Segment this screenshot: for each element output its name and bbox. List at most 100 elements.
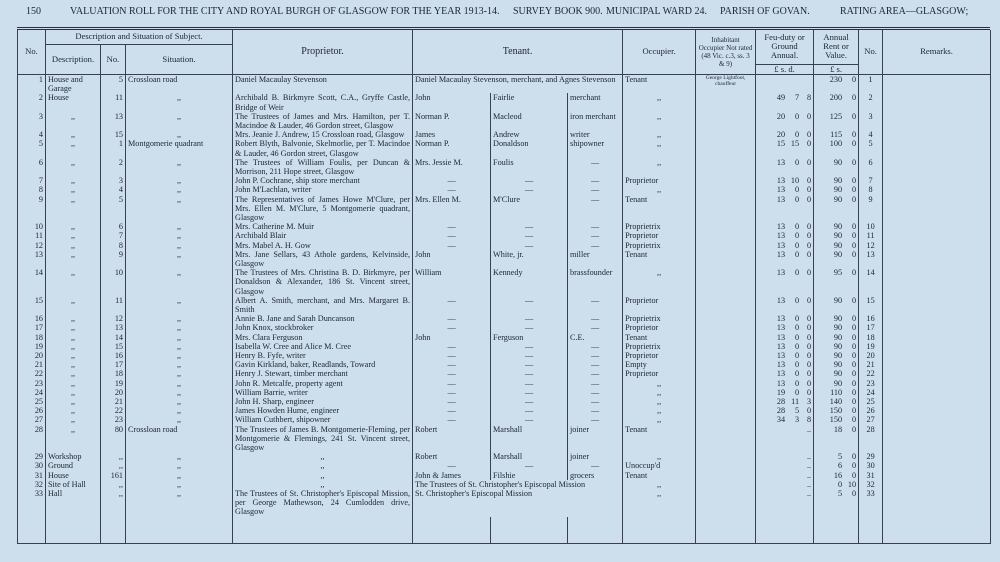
remarks <box>882 406 992 416</box>
tenant-part: Mrs. Ellen M. <box>412 194 492 223</box>
situation: ,, <box>124 415 234 425</box>
feu-duty <box>755 74 815 94</box>
feu-s: 0 <box>794 314 800 324</box>
feu-l: 20 <box>776 130 786 140</box>
tenant-part: — <box>412 231 492 241</box>
roll-row: 1 House and Garage 5 Crossloan road Daniel M… <box>17 74 992 94</box>
inhabitant-occupier <box>695 341 757 351</box>
feu-s: 3 <box>794 415 800 425</box>
tenant-part: — <box>412 415 492 425</box>
unit-header: £ s. <box>813 64 860 75</box>
remarks <box>882 295 992 315</box>
filler-cell <box>755 516 815 545</box>
rent-l: 90 <box>833 222 843 232</box>
proprietor: ,, <box>232 470 414 480</box>
occupier: Proprietor <box>622 295 697 315</box>
feu-d: 0 <box>806 176 812 186</box>
description: ,, <box>45 387 101 398</box>
remarks <box>882 176 992 186</box>
occupier: Proprietor <box>622 351 697 361</box>
proprietor: Archibald B. Birkmyre Scott, C.A., Gryff… <box>232 93 414 112</box>
situation: ,, <box>124 378 234 388</box>
proprietor: William Cuthbert, shipowner <box>232 415 414 425</box>
feu-s: 0 <box>794 222 800 232</box>
row-number: 5 <box>17 139 46 158</box>
tenant-part: — <box>567 351 624 361</box>
inhabitant-occupier <box>695 323 757 333</box>
roll-row: 22,, 18,, Henry J. Stewart, timber merchan… <box>17 369 992 379</box>
feu-l: 28 <box>776 397 786 407</box>
rent-l: 95 <box>833 268 843 278</box>
feu-s: 0 <box>794 369 800 379</box>
row-number: 17 <box>858 323 884 333</box>
street-number: 2 <box>100 157 126 177</box>
tenant: The Trustees of St. Christopher's Episco… <box>412 479 624 490</box>
annual-rent: 115 0 <box>813 130 860 140</box>
description: Workshop <box>45 452 101 462</box>
feu-duty: 19 0 0 <box>755 387 815 398</box>
col-header: Remarks. <box>882 30 992 75</box>
feu-l: 34 <box>776 415 786 425</box>
row-number: 33 <box>858 489 884 517</box>
feu-s: 0 <box>794 231 800 241</box>
remarks <box>882 415 992 425</box>
situation: ,, <box>124 351 234 361</box>
tenant-part: Norman P. <box>412 111 492 131</box>
street-number: ,, <box>100 452 126 462</box>
rent-l: 90 <box>833 231 843 241</box>
feu-s: 0 <box>794 332 800 342</box>
tenant-part: — <box>412 461 492 471</box>
feu-s: 0 <box>794 295 800 305</box>
row-number: 15 <box>17 295 46 315</box>
row-number: 28 <box>858 424 884 453</box>
occupier: Tenant <box>622 470 697 480</box>
tenant-part: — <box>490 369 569 379</box>
rent-l: 5 <box>837 489 843 499</box>
street-number: 6 <box>100 222 126 232</box>
description: ,, <box>45 341 101 351</box>
remarks <box>882 323 992 333</box>
row-number: 32 <box>858 479 884 490</box>
col-header: Situation. <box>124 44 234 75</box>
inhabitant-occupier <box>695 387 757 398</box>
annual-rent: 90 0 <box>813 176 860 186</box>
row-number: 6 <box>17 157 46 177</box>
rent-s: 0 <box>851 93 857 103</box>
description: ,, <box>45 157 101 177</box>
tenant-part: — <box>567 415 624 425</box>
occupier: ,, <box>622 130 697 140</box>
occupier: Proprietrix <box>622 341 697 351</box>
row-number: 32 <box>17 479 46 490</box>
proprietor: John H. Sharp, engineer <box>232 397 414 407</box>
proprietor: William Barrie, writer <box>232 387 414 398</box>
description: Ground <box>45 461 101 471</box>
situation: ,, <box>124 332 234 342</box>
tenant-part: Macleod <box>490 111 569 131</box>
situation: ,, <box>124 240 234 250</box>
annual-rent: 200 0 <box>813 93 860 112</box>
tenant-part: shipowner <box>567 139 624 158</box>
table-head: No. Description and Situation of Subject… <box>17 30 992 75</box>
tenant-part: Donaldson <box>490 139 569 158</box>
remarks <box>882 397 992 407</box>
tenant: St. Christopher's Episcopal Mission <box>412 489 624 517</box>
remarks <box>882 74 992 94</box>
tenant-part: — <box>567 341 624 351</box>
rent-s: 0 <box>851 489 857 499</box>
inhabitant-occupier <box>695 470 757 480</box>
feu-s: 7 <box>794 93 800 103</box>
street-number: ,, <box>100 479 126 490</box>
feu-d: 0 <box>806 194 812 204</box>
remarks <box>882 378 992 388</box>
row-number: 2 <box>858 93 884 112</box>
tenant-part: — <box>412 387 492 398</box>
row-number: 31 <box>17 470 46 480</box>
proprietor: Mrs. Catherine M. Muir <box>232 222 414 232</box>
roll-row: 17,, 13,, John Knox, stockbroker — — — Proprie… <box>17 323 992 333</box>
feu-l: 13 <box>776 157 786 167</box>
street-number: 11 <box>100 295 126 315</box>
proprietor: Henry J. Stewart, timber merchant <box>232 369 414 379</box>
roll-row: 25,, 21,, John H. Sharp, engineer — — —,, 28 11… <box>17 397 992 407</box>
proprietor: ,, <box>232 479 414 490</box>
